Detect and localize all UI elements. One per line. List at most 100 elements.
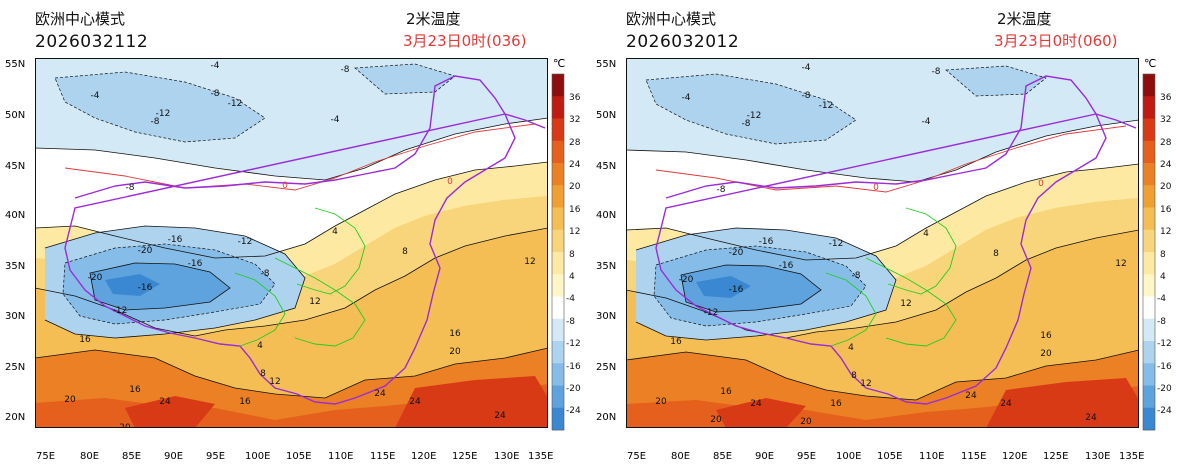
colorbar-label: 36 — [1160, 93, 1172, 103]
contour-label: -12 — [156, 109, 171, 119]
colorbar-swatch — [1143, 118, 1155, 142]
contour-label: -8 — [802, 91, 811, 101]
lon-label: 95E — [206, 451, 226, 462]
colorbar-label: 32 — [1160, 115, 1171, 125]
contour-label: -16 — [138, 283, 153, 293]
contour-label: -12 — [113, 306, 128, 316]
colorbar-swatch — [1143, 252, 1155, 275]
colorbar-label: 28 — [569, 138, 581, 148]
contour-label: 24 — [1085, 413, 1097, 423]
colorbar-label: 4 — [1160, 272, 1166, 282]
colorbar-swatch — [552, 74, 564, 97]
lon-label: 90E — [755, 451, 775, 462]
contour-label: 4 — [923, 229, 929, 239]
model-name: 欧洲中心模式 — [35, 10, 126, 28]
contour-label: -20 — [729, 248, 744, 258]
contour-label: 8 — [851, 371, 857, 381]
lon-label: 110E — [919, 451, 945, 462]
lat-label: 50N — [596, 110, 617, 121]
contour-label: 8 — [993, 249, 999, 259]
colorbar-label: 24 — [1160, 160, 1172, 170]
colorbar-swatch — [1143, 207, 1155, 231]
temperature-map: -4 -8 -8 -8 -12 -12 -16 -20 -20 -16 -12 … — [626, 58, 1139, 428]
contour-label: -8 — [341, 65, 350, 75]
contour-label: 16 — [449, 329, 461, 339]
lon-label: 90E — [164, 451, 184, 462]
colorbar-swatch — [552, 229, 564, 253]
mild-band-12-16 — [35, 228, 548, 398]
colorbar-swatch — [1143, 296, 1155, 320]
colorbar-label: 8 — [569, 250, 575, 260]
lat-label: 35N — [596, 261, 617, 272]
contour-label: 12 — [269, 377, 280, 387]
colorbar-label: -4 — [1157, 294, 1166, 304]
hot-core — [125, 376, 548, 428]
contour-label: -8 — [211, 89, 220, 99]
colorbar-swatch — [1143, 363, 1155, 386]
colorbar-label: -16 — [1157, 362, 1172, 372]
contour-label: -16 — [729, 285, 744, 295]
contour-label: 0 — [447, 177, 453, 187]
plateau-cold-2 — [681, 265, 821, 312]
colorbar-swatch — [552, 185, 564, 208]
colorbar-label: -12 — [1157, 339, 1172, 349]
colorbar-label: 20 — [569, 182, 581, 192]
variable-name: 2米温度 — [406, 10, 461, 28]
contour-label: 8 — [260, 369, 266, 379]
hot-core — [716, 378, 1139, 428]
contour-label: -16 — [168, 235, 183, 245]
colorbar-swatch — [552, 296, 564, 320]
colorbar-label: -16 — [566, 362, 581, 372]
contour-label: 16 — [129, 385, 141, 395]
colorbar-label: 8 — [1160, 250, 1166, 260]
colorbar-swatch — [552, 140, 564, 164]
lon-label: 120E — [1002, 451, 1028, 462]
lon-label: 85E — [713, 451, 733, 462]
lat-label: 20N — [596, 412, 617, 423]
colorbar-swatch — [1143, 407, 1155, 431]
colorbar-label: 36 — [569, 93, 581, 103]
contour-label: -20 — [88, 273, 103, 283]
contour-label: -12 — [704, 308, 719, 318]
contour-label: 20 — [710, 415, 722, 425]
contour-label: 20 — [119, 423, 131, 428]
colorbar-label: 24 — [569, 160, 581, 170]
lat-label: 45N — [5, 161, 26, 172]
colorbar: 36 32 28 24 20 16 12 8 4 -4 -8 -12 -16 -… — [551, 73, 581, 431]
cold-patch-north — [55, 64, 455, 142]
temperature-map: -4 -8 -8 -8 -12 -12 -16 -20 -20 -16 -12 … — [35, 58, 548, 428]
lat-label: 55N — [596, 59, 617, 70]
contour-label: -12 — [829, 239, 844, 249]
model-name: 欧洲中心模式 — [626, 10, 717, 28]
contour-label: 4 — [848, 343, 854, 353]
contour-label: -12 — [747, 111, 762, 121]
contour-label: 12 — [309, 297, 320, 307]
contour-label: 24 — [159, 397, 171, 407]
colorbar-swatch — [1143, 140, 1155, 164]
cool-band-0-4 — [35, 118, 548, 258]
lon-label: 130E — [494, 451, 520, 462]
contour-label: -8 — [742, 119, 751, 129]
contour-label: 20 — [449, 347, 461, 357]
colorbar-swatch — [1143, 318, 1155, 342]
lon-label: 80E — [80, 451, 100, 462]
colorbar-swatch — [552, 274, 564, 297]
contour-label: -8 — [852, 271, 861, 281]
colorbar-swatch — [1143, 274, 1155, 297]
colorbar-swatch — [552, 318, 564, 342]
contour-label: -16 — [188, 259, 203, 269]
contour-label: 20 — [800, 417, 812, 427]
lon-label: 85E — [122, 451, 142, 462]
lat-label: 55N — [5, 59, 26, 70]
contour-label: 24 — [409, 397, 421, 407]
colorbar-unit: ℃ — [1144, 57, 1157, 70]
colorbar-swatch — [1143, 96, 1155, 119]
contour-label: 16 — [830, 399, 842, 409]
colorbar-label: -20 — [566, 384, 581, 394]
lat-label: 25N — [5, 362, 26, 373]
variable-name: 2米温度 — [997, 10, 1052, 28]
contour-label: 8 — [402, 247, 408, 257]
colorbar-swatch — [552, 363, 564, 386]
lon-label: 100E — [245, 451, 271, 462]
lon-label: 135E — [528, 451, 554, 462]
